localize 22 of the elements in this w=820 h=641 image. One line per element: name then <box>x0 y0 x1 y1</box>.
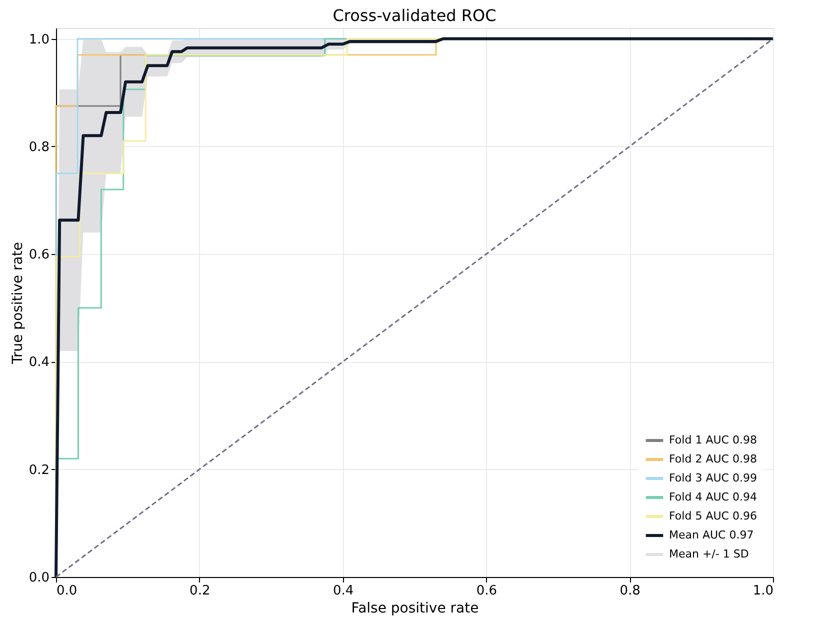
x-tick-label: 0.6 <box>476 584 498 598</box>
y-axis-title: True positive rate <box>10 242 26 365</box>
legend-label: Fold 1 AUC 0.98 <box>669 434 757 446</box>
x-axis-title: False positive rate <box>351 600 479 616</box>
legend-label: Fold 4 AUC 0.94 <box>669 490 757 504</box>
chart-title: Cross-validated ROC <box>332 6 496 25</box>
legend-label: Mean AUC 0.97 <box>669 528 754 542</box>
y-tick-label: 0.2 <box>28 462 50 478</box>
legend-label: Fold 5 AUC 0.96 <box>669 510 757 522</box>
y-tick-label: 0.6 <box>28 248 50 263</box>
y-tick-label: 1.0 <box>28 32 50 48</box>
legend-label: Fold 3 AUC 0.99 <box>669 472 757 484</box>
legend-label: Fold 2 AUC 0.98 <box>669 452 757 466</box>
y-tick-label: 0.0 <box>28 570 50 586</box>
x-tick-label: 1.0 <box>752 584 774 598</box>
x-tick-label: 0.0 <box>56 584 78 598</box>
x-tick-label: 0.8 <box>620 584 640 598</box>
x-tick-label: 0.2 <box>190 584 210 598</box>
y-tick-label: 0.8 <box>28 140 50 155</box>
annotation: Mean +/- 1 SD <box>669 548 749 560</box>
x-tick-label: 0.4 <box>332 584 354 598</box>
y-tick-label: 0.4 <box>28 355 50 370</box>
